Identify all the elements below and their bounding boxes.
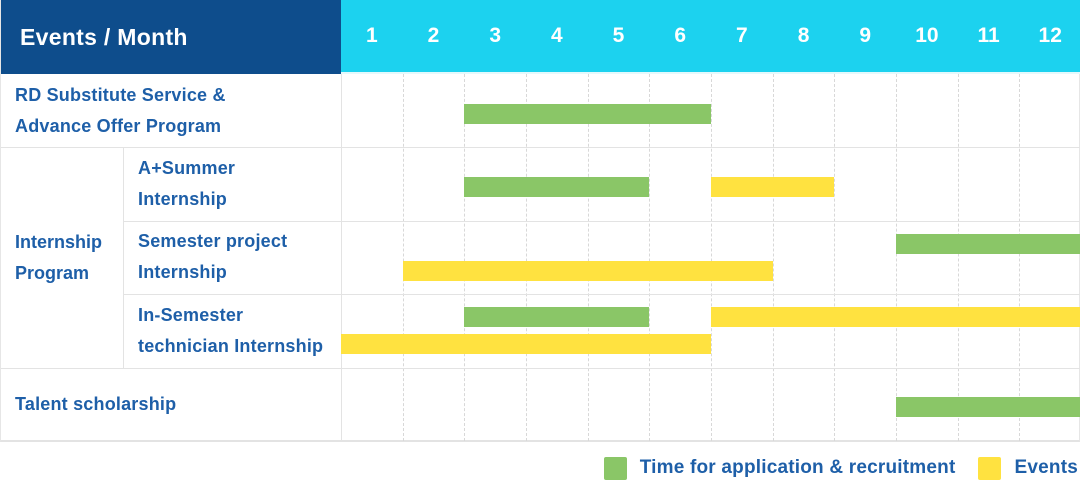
month-header-row: 1 2 3 4 5 6 7 8 9 10 11 12 [341,0,1080,74]
gantt-bar-application [464,177,650,198]
legend-label-application: Time for application & recruitment [639,457,956,478]
month-header-cell: 1 [365,24,378,47]
month-header-cell: 2 [427,24,440,47]
corner-header-cell: Events / Month [1,0,341,74]
month-gridline [526,74,527,441]
month-header-cell: 5 [612,24,625,47]
month-header-cell: 11 [977,24,1000,47]
group-label-line: Internship [15,231,103,252]
row-label-line: Talent scholarship [15,393,177,414]
gantt-bar-application [464,103,711,124]
events-swatch-icon [978,456,1002,480]
row-label-cell: In-Semester technician Internship [124,294,341,367]
month-gridline [834,74,836,441]
month-gridline [587,74,589,441]
gantt-bar-application [896,233,1080,254]
application-swatch-icon [603,456,627,480]
gantt-bar-application [896,397,1080,418]
legend-label-events: Events [1014,457,1078,478]
group-label-cell: Internship Program [1,148,124,368]
month-gridline [772,74,774,441]
row-label-line: Advance Offer Program [15,115,222,136]
month-header-cell: 7 [736,24,748,47]
row-separator-line [1,294,1080,296]
gantt-table: Events / Month 1 2 3 4 5 6 7 8 9 10 11 12 RD Substi… [0,0,1080,442]
month-gridline [402,74,404,441]
gantt-bar-event [711,177,835,198]
month-gridline [711,74,712,441]
month-header-cell: 4 [551,24,563,47]
row-label-line: Semester project [138,231,288,252]
row-label-line: A+Summer [138,158,236,179]
group-label-line: Program [15,262,90,283]
month-header-cell: 12 [1038,24,1062,47]
corner-header-label: Events / Month [20,23,188,50]
row-separator-line [1,220,1080,222]
legend-item-events: Events [978,456,1078,480]
row-label-cell: Talent scholarship [1,368,341,441]
gantt-bar-event [711,307,1080,328]
month-header-cell: 8 [797,24,810,47]
month-gridline [649,74,651,441]
month-header-cell: 3 [489,24,502,47]
month-gridline [464,74,466,441]
row-separator-line [1,147,1080,149]
month-gridline [896,74,897,441]
gantt-bar-event [341,334,711,355]
gantt-bar-application [464,307,650,328]
month-header-cell: 9 [859,24,872,47]
row-label-line: RD Substitute Service & [15,84,226,105]
row-label-line: In-Semester [138,304,244,325]
row-label-line: technician Internship [138,335,324,356]
row-label-cell: RD Substitute Service & Advance Offer Pro… [1,74,341,147]
row-label-cell: Semester project Internship [124,221,341,294]
legend: Time for application & recruitment Event… [0,442,1078,494]
row-label-line: Internship [138,262,228,283]
row-label-line: Internship [138,189,228,210]
row-label-cell: A+Summer Internship [124,147,341,220]
month-gridline [1019,74,1021,441]
gantt-bar-event [402,260,773,281]
chart-left-gridline [341,74,342,441]
month-gridline [957,74,959,441]
month-header-cell: 10 [915,24,939,47]
legend-item-application: Time for application & recruitment [603,456,956,480]
month-header-cell: 6 [674,24,687,47]
row-separator-line [1,367,1080,369]
